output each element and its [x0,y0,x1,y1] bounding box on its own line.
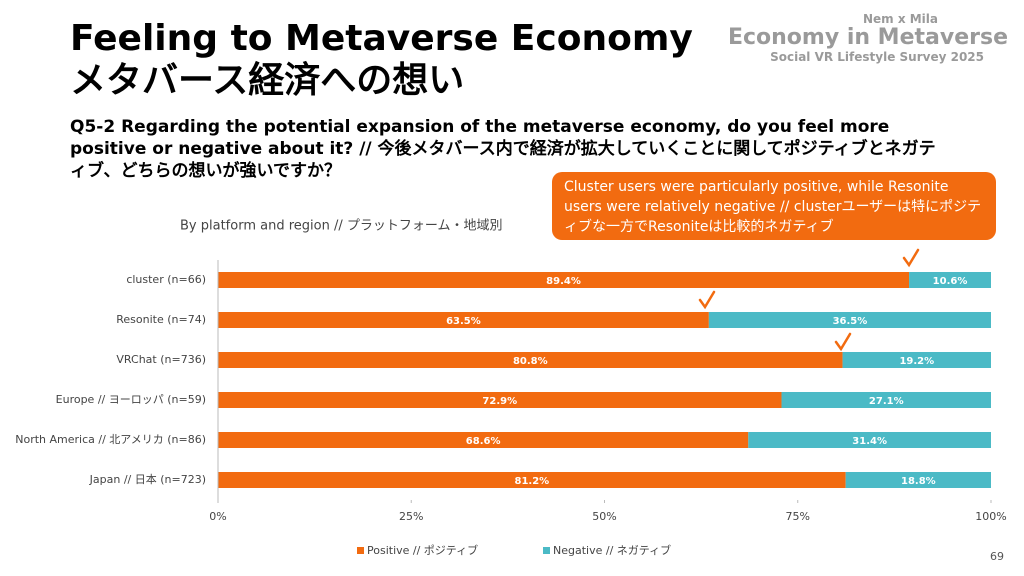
y-tick-label: North America // 北アメリカ (n=86) [15,433,206,446]
title: Feeling to Metaverse Economy メタバース経済への想い [70,18,693,102]
y-tick-label: Japan // 日本 (n=723) [89,472,206,486]
legend-label: Positive // ポジティブ [367,543,478,557]
y-tick-label: VRChat (n=736) [116,353,206,366]
question: Q5-2 Regarding the potential expansion o… [70,117,936,181]
logo-survey: Social VR Lifestyle Survey 2025 [770,50,984,64]
chart-title: By platform and region // プラットフォーム・地域別 [180,219,502,234]
value-label: 63.5% [446,316,481,327]
callout: Cluster users were particularly positive… [552,172,996,240]
value-label: 72.9% [482,396,517,407]
value-label: 68.6% [466,436,501,447]
legend-swatch [357,547,364,554]
bar-segment [909,272,991,288]
check-marks [698,248,920,352]
bar-segment [218,392,782,408]
value-label: 27.1% [869,396,904,407]
value-label: 81.2% [514,476,549,487]
logo-name: Economy in Metaverse [727,25,1008,50]
title-ja: メタバース経済への想い [70,60,465,101]
value-label: 10.6% [933,276,968,287]
title-en: Feeling to Metaverse Economy [70,18,693,59]
x-tick-label: 25% [399,510,423,523]
value-label: 18.8% [901,476,936,487]
y-tick-label: cluster (n=66) [126,273,206,286]
bar-segment [845,472,991,488]
bar-segment [781,392,991,408]
check-mark [902,248,920,268]
x-tick-label: 75% [786,510,810,523]
value-label: 36.5% [833,316,868,327]
y-tick-label: Resonite (n=74) [116,313,206,326]
check-mark [698,290,716,310]
value-label: 31.4% [852,436,887,447]
bar-segment [842,352,991,368]
x-tick-label: 0% [209,510,226,523]
legend-label: Negative // ネガティブ [553,543,671,557]
page-number: 69 [990,550,1004,563]
logo-authors: Nem x Mila [862,12,938,26]
legend-swatch [543,547,550,554]
value-label: 80.8% [513,356,548,367]
bar-segment [218,432,749,448]
x-tick-label: 100% [975,510,1006,523]
value-label: 19.2% [899,356,934,367]
logo: Nem x Mila Economy in Metaverse Social V… [728,12,1008,64]
bar-segment [218,312,709,328]
check-mark [834,332,852,352]
bar-segment [218,272,910,288]
x-tick-label: 50% [592,510,616,523]
bar-segment [218,472,846,488]
y-tick-label: Europe // ヨーロッパ (n=59) [56,393,206,406]
bar-segment [708,312,991,328]
bar-segment [748,432,991,448]
bar-segment [218,352,843,368]
value-label: 89.4% [546,276,581,287]
